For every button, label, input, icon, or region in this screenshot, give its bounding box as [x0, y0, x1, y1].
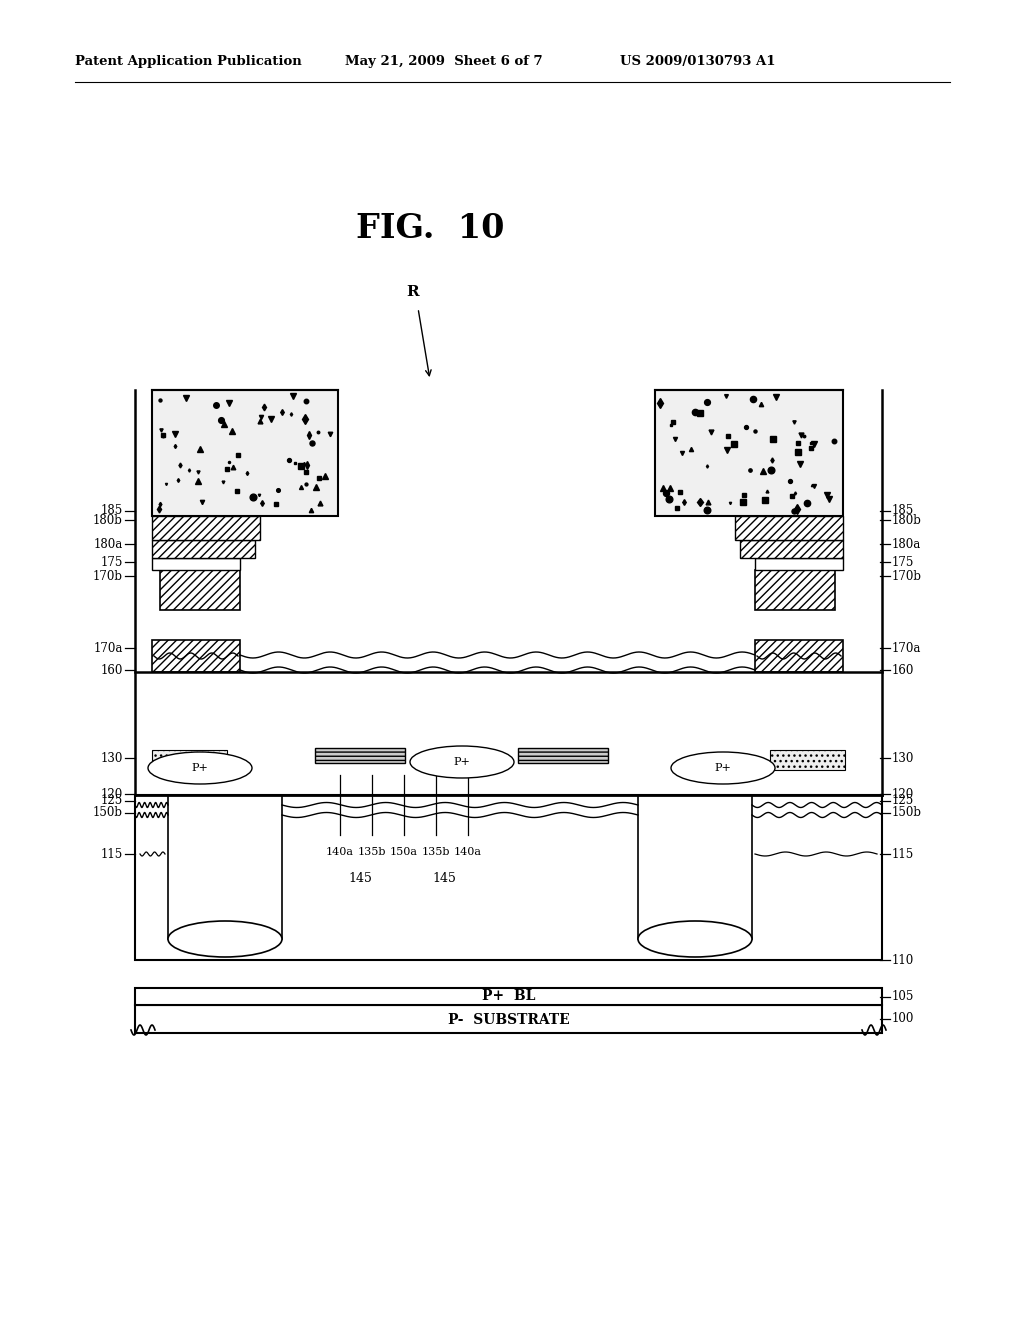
Polygon shape — [152, 750, 227, 770]
Text: 140a: 140a — [326, 847, 354, 857]
Polygon shape — [152, 516, 260, 540]
Text: 175: 175 — [100, 556, 123, 569]
Polygon shape — [518, 748, 608, 763]
Text: 115: 115 — [892, 847, 914, 861]
Text: 130: 130 — [892, 751, 914, 764]
Text: 180b: 180b — [892, 513, 922, 527]
Text: 130: 130 — [100, 751, 123, 764]
Polygon shape — [152, 540, 255, 558]
Text: 180b: 180b — [93, 513, 123, 527]
Text: 105: 105 — [892, 990, 914, 1003]
Text: R: R — [407, 285, 419, 300]
Polygon shape — [152, 640, 240, 672]
Polygon shape — [770, 750, 845, 770]
Text: May 21, 2009  Sheet 6 of 7: May 21, 2009 Sheet 6 of 7 — [345, 55, 543, 69]
Text: 160: 160 — [892, 664, 914, 676]
Text: 185: 185 — [100, 504, 123, 517]
Ellipse shape — [148, 752, 252, 784]
Polygon shape — [755, 558, 843, 570]
Text: 100: 100 — [892, 1012, 914, 1026]
Text: 125: 125 — [100, 795, 123, 808]
Polygon shape — [152, 389, 338, 516]
Text: 170b: 170b — [93, 569, 123, 582]
Text: 140a: 140a — [454, 847, 482, 857]
Text: 150b: 150b — [892, 807, 922, 820]
Text: 145: 145 — [432, 871, 456, 884]
Text: 170a: 170a — [93, 642, 123, 655]
Text: 150a: 150a — [390, 847, 418, 857]
Text: 125: 125 — [892, 795, 914, 808]
Text: P+: P+ — [454, 756, 470, 767]
Ellipse shape — [410, 746, 514, 777]
Polygon shape — [735, 516, 843, 540]
Polygon shape — [315, 748, 406, 763]
Text: Patent Application Publication: Patent Application Publication — [75, 55, 302, 69]
Text: FIG.  10: FIG. 10 — [355, 211, 504, 244]
Text: 120: 120 — [100, 788, 123, 800]
Text: 160: 160 — [100, 664, 123, 676]
Text: 185: 185 — [892, 504, 914, 517]
Text: 110: 110 — [892, 953, 914, 966]
Text: 180a: 180a — [892, 537, 922, 550]
Polygon shape — [135, 1005, 882, 1034]
Text: 150b: 150b — [93, 807, 123, 820]
Text: 135b: 135b — [357, 847, 386, 857]
Text: 115: 115 — [100, 847, 123, 861]
Ellipse shape — [671, 752, 775, 784]
Polygon shape — [638, 795, 752, 939]
Ellipse shape — [638, 921, 752, 957]
Polygon shape — [755, 570, 835, 610]
Ellipse shape — [168, 921, 282, 957]
Polygon shape — [152, 558, 240, 570]
Text: 170a: 170a — [892, 642, 922, 655]
Polygon shape — [655, 389, 843, 516]
Text: P+: P+ — [191, 763, 209, 774]
Polygon shape — [160, 570, 240, 610]
Polygon shape — [755, 640, 843, 672]
Text: P-  SUBSTRATE: P- SUBSTRATE — [447, 1012, 569, 1027]
Text: 180a: 180a — [94, 537, 123, 550]
Text: P+: P+ — [715, 763, 731, 774]
Text: 120: 120 — [892, 788, 914, 800]
Polygon shape — [135, 987, 882, 1005]
Text: 175: 175 — [892, 556, 914, 569]
Text: 145: 145 — [348, 871, 372, 884]
Text: 135b: 135b — [422, 847, 451, 857]
Polygon shape — [135, 795, 882, 960]
Polygon shape — [740, 540, 843, 558]
Text: P+  BL: P+ BL — [482, 990, 536, 1003]
Polygon shape — [168, 795, 282, 939]
Text: 170b: 170b — [892, 569, 922, 582]
Text: US 2009/0130793 A1: US 2009/0130793 A1 — [620, 55, 775, 69]
